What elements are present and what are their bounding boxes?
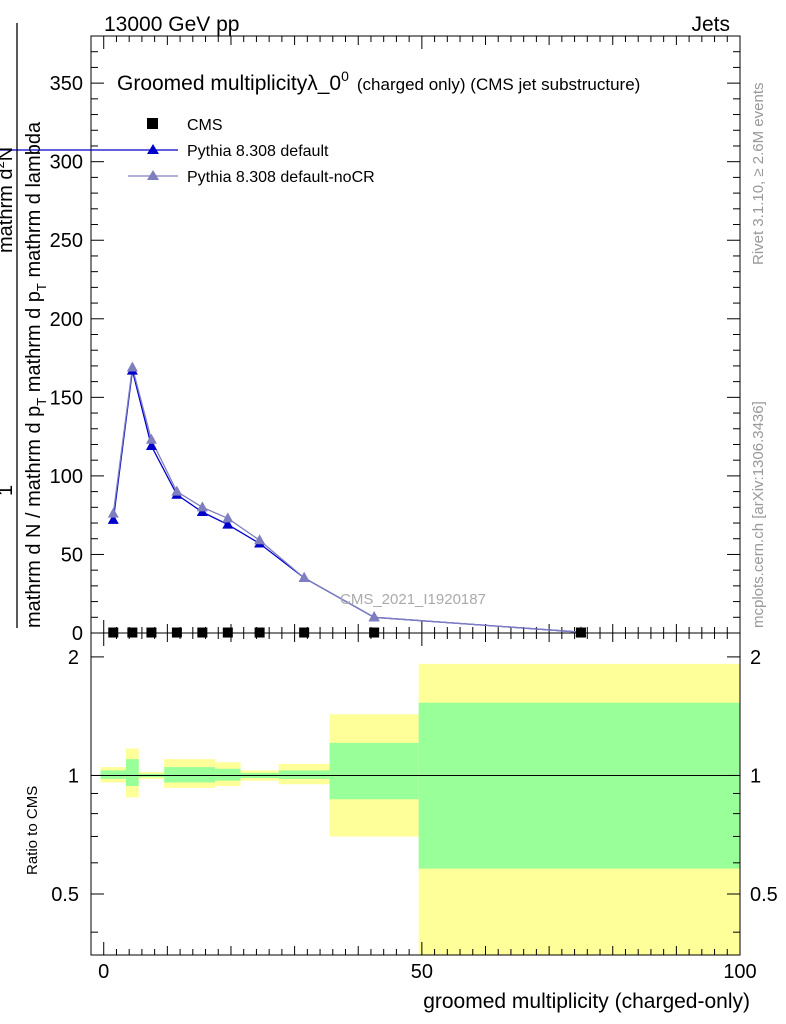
- y-axis-label-one: 1: [0, 485, 17, 496]
- ratio-y-axis-label: Ratio to CMS: [24, 786, 41, 875]
- ratio-band-green: [278, 770, 330, 779]
- ratio-band-green: [215, 768, 241, 781]
- legend-nocr-marker: [147, 170, 159, 180]
- header-process: Jets: [691, 13, 730, 36]
- series-nocr-point: [254, 534, 266, 545]
- y-axis-label-denominator: mathrm d N / mathrm d pT mathrm d pT mat…: [23, 121, 49, 628]
- series-nocr-point: [196, 501, 208, 512]
- legend-cms-marker: [147, 118, 158, 129]
- ratio-band-green: [164, 767, 216, 783]
- main-y-tick-label: 300: [50, 152, 83, 174]
- ratio-bands-layer: [100, 663, 740, 955]
- main-y-tick-label: 100: [50, 466, 83, 488]
- main-y-tick-label: 150: [50, 387, 83, 409]
- legend-cms-label: CMS: [187, 117, 223, 134]
- series-default-point: [107, 513, 119, 524]
- plot-title: Groomed multiplicityλ_00 (charged only) (…: [117, 68, 640, 95]
- main-y-tick-label: 0: [72, 623, 83, 645]
- rivet-label: Rivet 3.1.10, ≥ 2.6M events: [750, 83, 767, 266]
- ratio-band-green: [418, 702, 740, 869]
- plot-title-suffix: (charged only) (CMS jet substructure): [357, 75, 640, 94]
- ratio-x-tick-label: 100: [723, 961, 756, 983]
- series-nocr-point: [171, 485, 183, 496]
- ratio-x-tick-label: 0: [98, 961, 109, 983]
- ratio-band-green: [329, 742, 419, 800]
- series-nocr-point: [145, 433, 157, 444]
- analysis-watermark: CMS_2021_I1920187: [340, 591, 486, 608]
- series-nocr-point: [126, 361, 138, 372]
- legend: CMS Pythia 8.308 default Pythia 8.308 de…: [0, 117, 375, 186]
- ratio-y-tick-label-right: 2: [750, 647, 761, 669]
- ratio-plot-frame: [90, 632, 741, 956]
- plot-title-sup: 0: [341, 68, 349, 84]
- ratio-band-green: [125, 759, 139, 787]
- series-nocr-line: [112, 367, 581, 633]
- series-nocr-point: [368, 611, 380, 622]
- series-nocr-point: [107, 507, 119, 518]
- main-axis-ticks: 0 50 100 150 200 250 300 350: [50, 36, 741, 645]
- ratio-y-tick-label: 1: [68, 765, 79, 787]
- ratio-band-green: [100, 770, 126, 779]
- main-y-tick-label: 250: [50, 230, 83, 252]
- ratio-y-tick-label-right: 0.5: [750, 884, 778, 906]
- plot-title-main: Groomed multiplicityλ_0: [117, 72, 341, 95]
- main-y-tick-label: 350: [50, 73, 83, 95]
- main-y-tick-label: 50: [61, 544, 83, 566]
- series-nocr-point: [222, 512, 234, 523]
- ratio-x-tick-label: 50: [411, 961, 433, 983]
- ratio-y-tick-label: 0.5: [51, 884, 79, 906]
- y-axis-label: mathrm d N / mathrm d pT mathrm d pT mat…: [0, 23, 49, 628]
- ratio-y-tick-label: 2: [68, 647, 79, 669]
- series-default-point: [222, 518, 234, 529]
- legend-default-label: Pythia 8.308 default: [187, 143, 329, 160]
- ratio-y-tick-label-right: 1: [750, 765, 761, 787]
- main-y-tick-label: 200: [50, 309, 83, 331]
- mcplots-label: mcplots.cern.ch [arXiv:1306.3436]: [750, 401, 767, 628]
- series-nocr-point: [298, 572, 310, 583]
- header-energy: 13000 GeV pp: [104, 13, 239, 36]
- x-axis-label: groomed multiplicity (charged-only): [423, 990, 750, 1013]
- y-axis-label-numerator: mathrm d2N: [0, 147, 17, 253]
- legend-default-marker: [147, 144, 159, 154]
- legend-nocr-label: Pythia 8.308 default-noCR: [187, 169, 375, 186]
- series-default-point: [145, 440, 157, 451]
- ratio-plot: 0.5 0.5 1 1 2 2 0 50 100: [51, 632, 778, 983]
